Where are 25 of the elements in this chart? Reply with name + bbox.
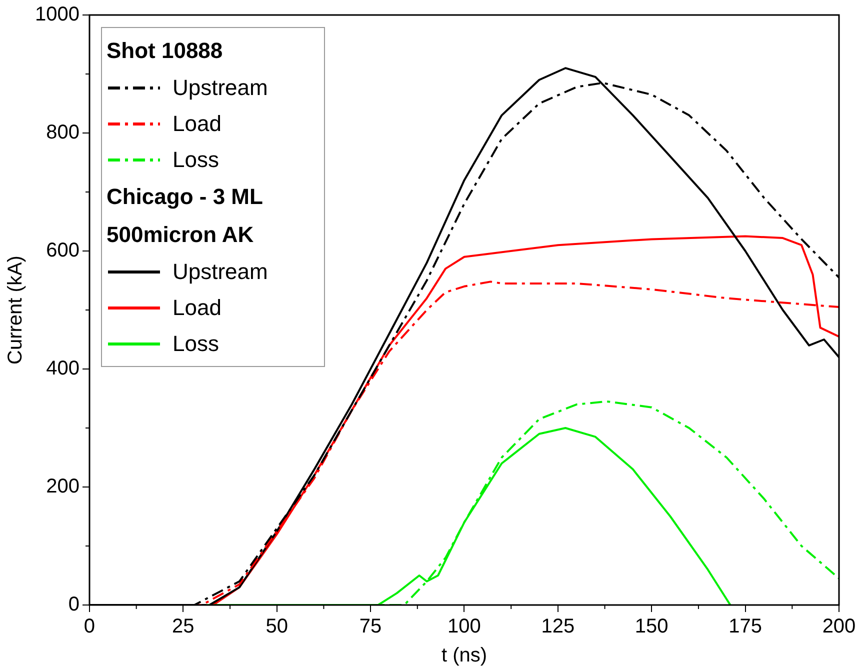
- x-tick-label: 25: [172, 616, 194, 638]
- x-tick-label: 75: [359, 616, 382, 638]
- x-tick-label: 175: [728, 616, 762, 638]
- y-tick-label: 600: [46, 240, 80, 262]
- y-tick-label: 0: [68, 594, 80, 616]
- x-tick-label: 100: [448, 616, 481, 638]
- y-tick-label: 800: [46, 122, 80, 144]
- legend-label: Upstream: [172, 258, 268, 286]
- y-tick-label: 1000: [34, 4, 80, 26]
- legend-label: Load: [172, 110, 222, 138]
- x-tick-label: 125: [541, 616, 575, 638]
- x-tick-label: 200: [822, 616, 856, 638]
- legend-label: Upstream: [172, 74, 268, 102]
- y-axis-title: Current (kA): [4, 256, 27, 364]
- annotation: Shot 10888: [106, 37, 224, 65]
- legend-label: Load: [172, 294, 222, 322]
- x-tick-label: 150: [634, 616, 668, 638]
- x-axis-title: t (ns): [441, 644, 488, 667]
- x-tick-label: 0: [84, 616, 96, 638]
- annotation: Chicago - 3 ML 500micron AK: [106, 183, 264, 249]
- legend-label: Loss: [172, 146, 219, 174]
- x-tick-label: 50: [266, 616, 288, 638]
- y-tick-label: 200: [46, 476, 80, 498]
- y-tick-label: 400: [46, 358, 80, 380]
- legend-label: Loss: [172, 330, 219, 358]
